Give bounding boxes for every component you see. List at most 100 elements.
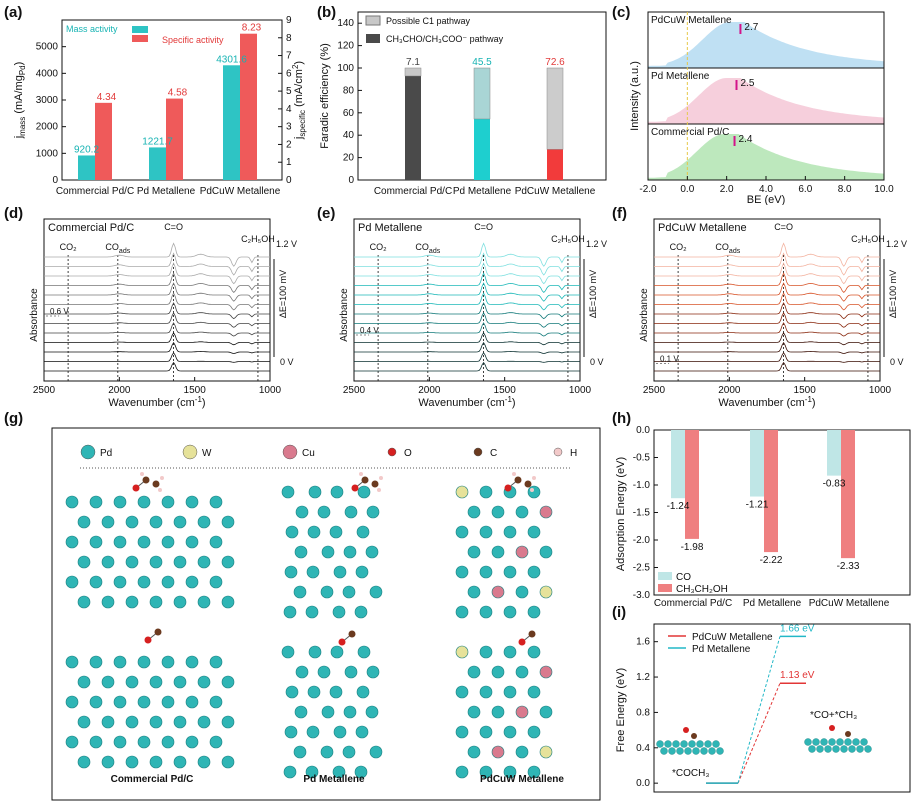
g-atom — [89, 655, 103, 669]
g-atom-o — [132, 484, 140, 492]
spectra-step-label: ΔE=100 mV — [888, 270, 898, 318]
spectra-line — [654, 282, 880, 302]
spectra-line — [654, 292, 880, 311]
c-xtick-label: 6.0 — [798, 184, 812, 195]
g-atom — [149, 555, 163, 569]
g-atom-h — [379, 476, 383, 480]
g-legend-label: W — [202, 448, 212, 459]
spectra-ylabel: Absorbance — [639, 288, 650, 342]
a-ytick-label: 4000 — [36, 68, 59, 79]
g-atom — [306, 565, 320, 579]
g-atom-c — [528, 630, 536, 638]
g-atom — [515, 585, 529, 599]
g-legend-label: H — [570, 448, 577, 459]
g-atom — [515, 705, 529, 719]
c-subplot-title: Pd Metallene — [651, 71, 710, 82]
a-ytick-label: 1000 — [36, 148, 59, 159]
b-bar-c1 — [473, 67, 491, 120]
i-slab-atom — [708, 747, 716, 755]
spectra-title: Pd Metallene — [358, 222, 422, 234]
i-slab-atom — [668, 747, 676, 755]
g-atom — [515, 745, 529, 759]
g-atom — [283, 605, 297, 619]
spectra-line — [44, 252, 270, 276]
h-ytick-label: -1.0 — [633, 480, 651, 491]
spectra-xtick-label: 2000 — [418, 385, 441, 396]
g-atom — [161, 735, 175, 749]
spectra-top-label: 1.2 V — [886, 239, 907, 249]
g-legend-atom — [282, 444, 298, 460]
g-atom — [89, 495, 103, 509]
g-atom-o — [144, 636, 152, 644]
g-atom — [173, 595, 187, 609]
g-atom — [503, 645, 517, 659]
spectra-bottom-label: 0 V — [890, 357, 904, 367]
b-legend-swatch-c2 — [366, 34, 380, 43]
g-atom — [149, 715, 163, 729]
spectra-marker-co2-text: CO₂ — [60, 242, 78, 252]
g-atom-o — [338, 638, 346, 646]
spectra-line — [44, 361, 270, 372]
h-label-co: -1.21 — [746, 500, 769, 511]
i-slab-atom — [712, 740, 720, 748]
b-ytick-label: 40 — [343, 130, 355, 141]
g-atom — [209, 735, 223, 749]
h-ytick-label: -0.5 — [633, 453, 651, 464]
g-atom — [137, 495, 151, 509]
a-y2label-end: ) — [293, 61, 305, 65]
g-atom — [125, 555, 139, 569]
g-atom — [161, 535, 175, 549]
h-bar-ethanol — [685, 430, 699, 539]
a-ytick-label: 0 — [52, 175, 58, 186]
a-xtick-label: PdCuW Metallene — [200, 186, 281, 197]
g-atom — [491, 545, 505, 559]
g-legend-atom — [387, 447, 397, 457]
g-atom — [455, 645, 469, 659]
a-y2tick-label: 9 — [286, 15, 292, 26]
spectra-marker-co-sub: ads — [729, 248, 741, 255]
i-slab-atom — [688, 740, 696, 748]
a-y2tick-label: 0 — [286, 175, 292, 186]
g-atom — [479, 605, 493, 619]
chart-b-faradic-efficiency: 0 20 40 60 80 100 120 140 7.1 Commercial Pd/C 45.5… — [319, 11, 607, 197]
g-atom — [539, 585, 553, 599]
i-slab-atom — [844, 738, 852, 746]
g-atom — [369, 585, 383, 599]
a-xtick-label: Commercial Pd/C — [56, 186, 134, 197]
g-atom — [65, 655, 79, 669]
g-atom — [185, 655, 199, 669]
spectra-marker-co-text: CO — [415, 242, 429, 252]
h-label-ethanol: -2.22 — [760, 555, 783, 566]
c-xtick-label: -2.0 — [639, 184, 657, 195]
i-slab-atom — [660, 747, 668, 755]
g-atom — [197, 675, 211, 689]
a-label-specific: 4.34 — [97, 92, 117, 103]
spectra-line — [44, 292, 270, 311]
chart-i-free-energy: 0.0 0.4 0.8 1.2 1.6 1.13 eV PdCuW Metallene 1.6… — [615, 623, 911, 793]
spectra-top-label: 1.2 V — [276, 239, 297, 249]
g-atom — [455, 525, 469, 539]
g-atom — [357, 485, 371, 499]
g-atom — [65, 695, 79, 709]
b-ytick-label: 60 — [343, 108, 355, 119]
b-ytick-label: 20 — [343, 153, 355, 164]
i-atom-c — [691, 733, 697, 739]
g-atom — [539, 745, 553, 759]
g-atom — [77, 675, 91, 689]
spectra-marker-co2: CO₂ — [60, 242, 78, 252]
spectra-line — [654, 331, 880, 346]
h-bar-ethanol — [764, 430, 778, 553]
i-ytick-label: 0.0 — [636, 778, 650, 789]
panel-label-a: (a) — [4, 4, 23, 21]
g-atom-c — [348, 630, 356, 638]
panel-label-i: (i) — [612, 604, 627, 621]
i-slab-atom — [676, 747, 684, 755]
g-atom — [285, 525, 299, 539]
h-legend-ethanol: CH₃CH₂OH — [676, 584, 728, 595]
spectra-marker-ethanol: C₂H₅OH — [851, 234, 885, 244]
g-atom — [491, 745, 505, 759]
h-xtick-label: Pd Metallene — [743, 598, 802, 606]
g-atom — [467, 585, 481, 599]
i-state-start: *COCH₃ — [672, 768, 709, 779]
g-atom — [503, 725, 517, 739]
